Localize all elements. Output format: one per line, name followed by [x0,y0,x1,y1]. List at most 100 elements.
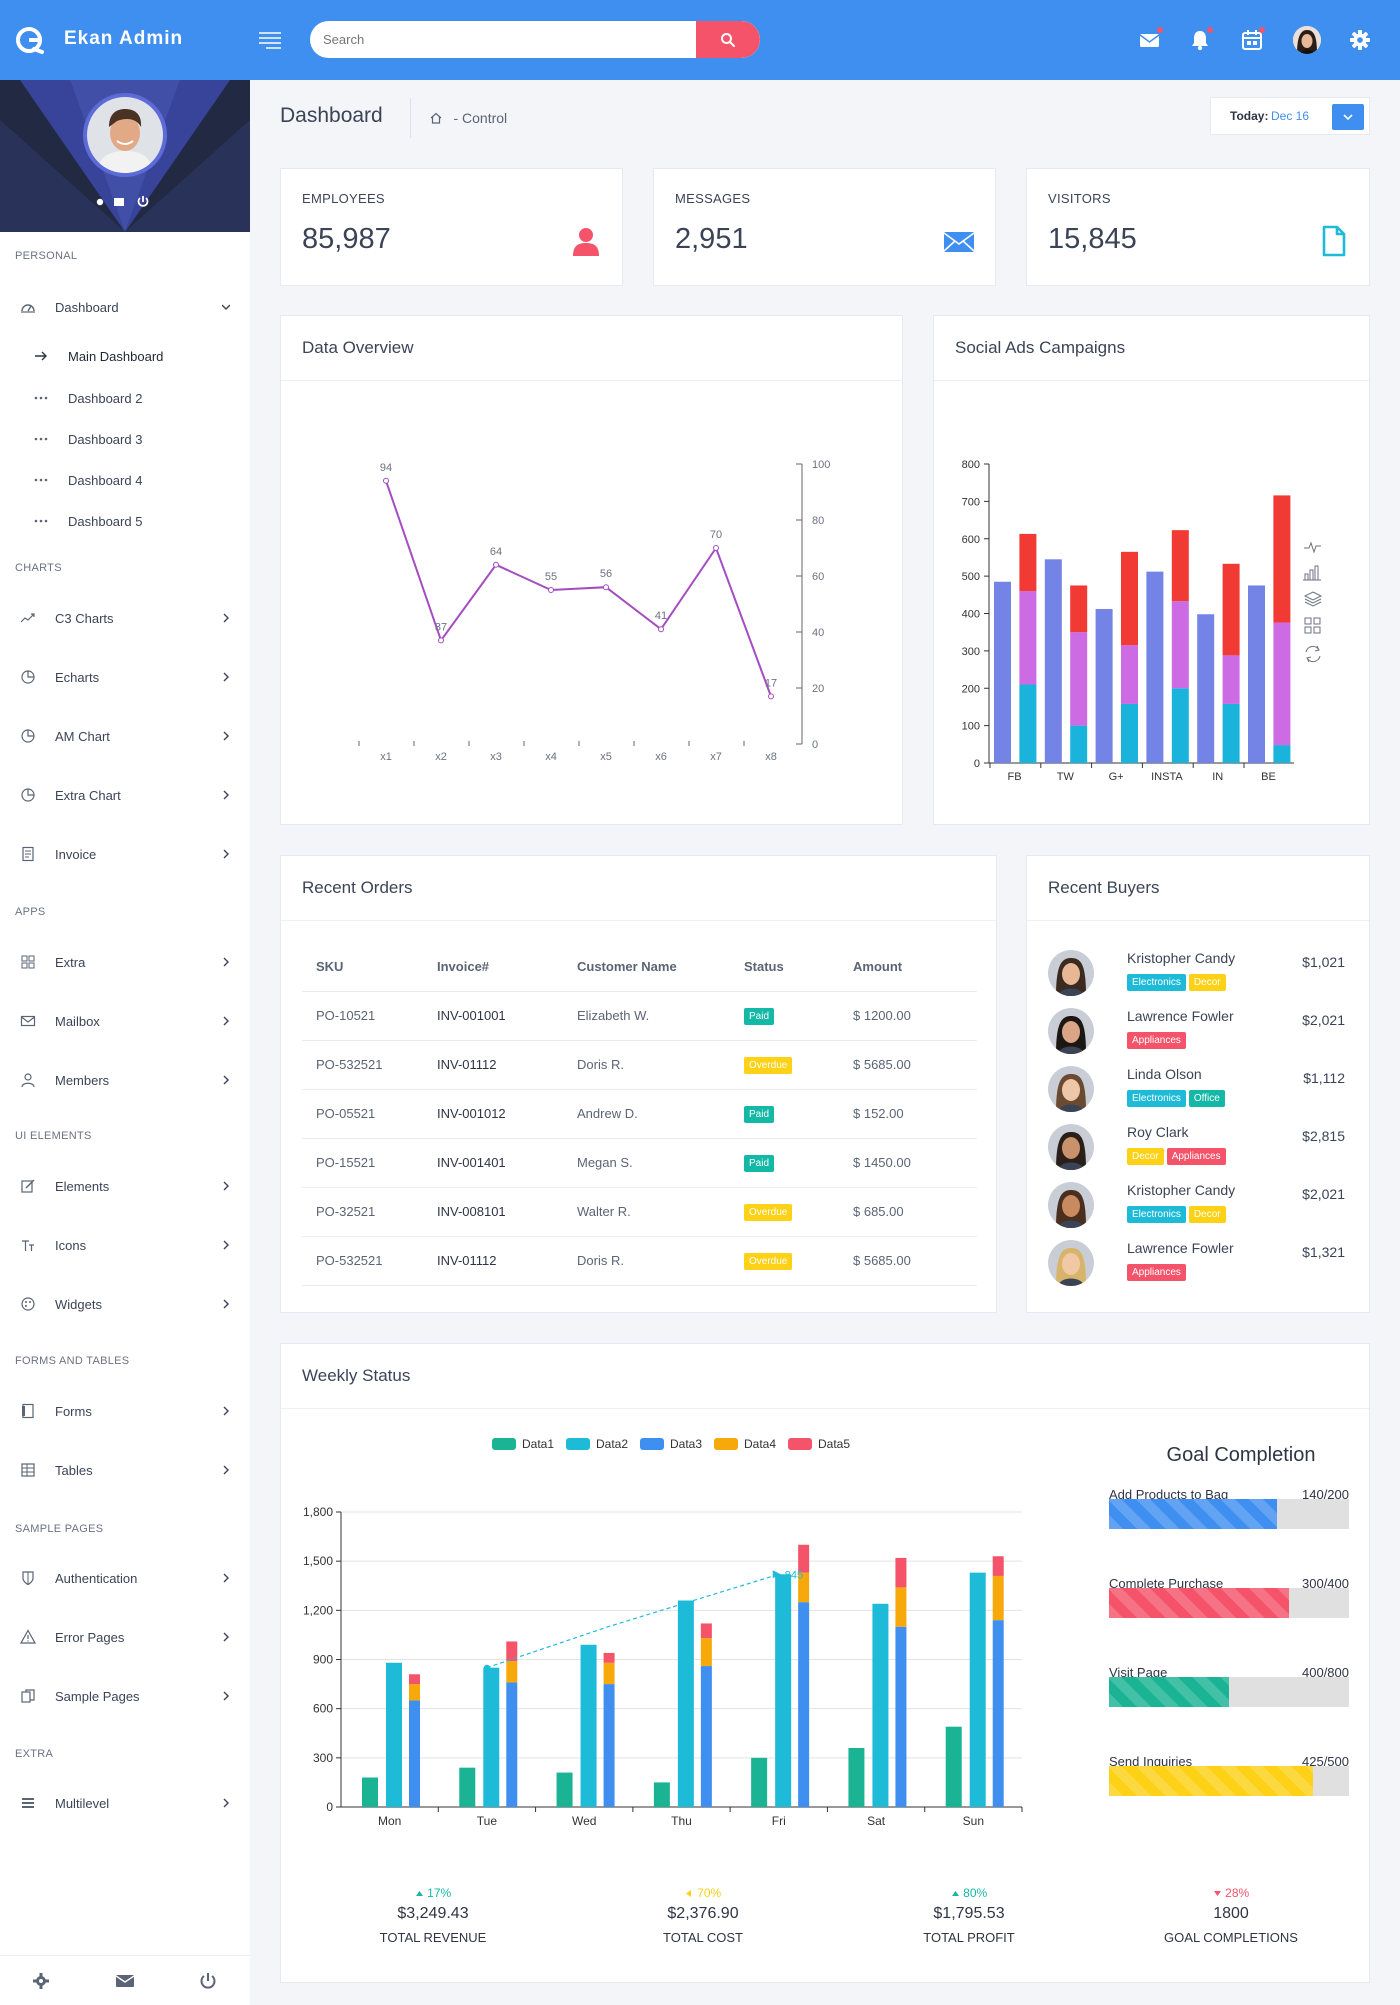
sidebar-item-invoice[interactable]: Invoice [0,839,250,869]
brand-name[interactable]: Ekan Admin [64,28,184,49]
column-header[interactable]: Customer Name [577,942,744,992]
bar-segment[interactable] [1070,725,1088,763]
bar-data3[interactable] [798,1602,810,1807]
bar-data2[interactable] [872,1603,889,1807]
bar-data5[interactable] [895,1557,907,1588]
user-avatar[interactable] [1293,26,1321,54]
bar-segment[interactable] [1222,655,1240,704]
sidebar-subitem-main-dashboard[interactable]: Main Dashboard [0,344,250,368]
bar-segment[interactable] [1273,495,1291,623]
bar-data2[interactable] [386,1662,402,1807]
table-row[interactable]: PO-10521 INV-001001 Elizabeth W. Paid $ 1200… [302,991,977,1041]
bar-segment[interactable] [1171,601,1189,689]
bar-segment[interactable] [1222,703,1240,763]
chart-toolbox[interactable] [1301,538,1325,668]
notifications-button[interactable] [1186,26,1214,54]
bar-segment[interactable] [1070,585,1088,633]
legend-swatch[interactable] [640,1438,664,1450]
legend-label[interactable]: Data1 [522,1437,554,1451]
legend-label[interactable]: Data5 [818,1437,850,1451]
bar-data1[interactable] [945,1726,962,1807]
legend-swatch[interactable] [492,1438,516,1450]
sidebar-item-icons[interactable]: Icons [0,1230,250,1260]
bar-data2[interactable] [775,1574,792,1807]
bar-segment[interactable] [1171,530,1189,602]
mail-button[interactable] [1136,26,1164,54]
date-dropdown-button[interactable] [1332,104,1364,130]
sidebar-item-authentication[interactable]: Authentication [0,1563,250,1593]
sidebar-item-dashboard[interactable]: Dashboard [0,292,250,322]
logo-icon[interactable] [14,24,46,56]
sidebar-item-sample-pages[interactable]: Sample Pages [0,1681,250,1711]
search-button[interactable] [696,21,760,58]
mail-icon[interactable] [115,1973,135,1989]
search-input[interactable] [310,21,696,58]
sidebar-subitem-dashboard-2[interactable]: Dashboard 2 [0,386,250,410]
bar-segment[interactable] [1070,632,1088,726]
bar-data2[interactable] [969,1572,986,1807]
trend-point[interactable] [483,1664,490,1671]
sidebar-item-elements[interactable]: Elements [0,1171,250,1201]
data-overview-line-chart[interactable]: 0 20 40 60 80 100 x1 x2 x3 x4 x5 x6 x7 x8 94 37 64 55 56 41… [281,381,904,826]
bar-data4[interactable] [409,1684,420,1701]
sidebar-item-multilevel[interactable]: Multilevel [0,1788,250,1818]
date-picker[interactable]: Today: Dec 16 [1210,97,1370,135]
bar-segment[interactable] [1019,591,1037,685]
bar-segment[interactable] [1095,609,1113,763]
legend-swatch[interactable] [566,1438,590,1450]
sidebar-subitem-dashboard-4[interactable]: Dashboard 4 [0,468,250,492]
bar-data4[interactable] [603,1662,615,1685]
column-header[interactable]: SKU [302,942,437,992]
bar-data1[interactable] [362,1777,378,1808]
bar-data4[interactable] [895,1587,907,1627]
bar-segment[interactable] [1222,563,1240,656]
sidebar-item-tables[interactable]: Tables [0,1455,250,1485]
bar-segment[interactable] [1171,688,1189,763]
bar-segment[interactable] [1121,551,1138,646]
bar-data4[interactable] [798,1572,810,1603]
bar-data5[interactable] [992,1556,1004,1576]
legend-swatch[interactable] [714,1438,738,1450]
legend-label[interactable]: Data4 [744,1437,776,1451]
data-point[interactable] [603,584,609,591]
table-row[interactable]: PO-32521 INV-008101 Walter R. Overdue $ 685.… [302,1187,977,1237]
buyer-item[interactable]: Linda Olson $1,112 Electronics Office [1027,1066,1367,1124]
bar-data4[interactable] [700,1638,712,1667]
bar-data2[interactable] [483,1667,500,1807]
buyer-item[interactable]: Lawrence Fowler $2,021 Appliances [1027,1008,1367,1066]
bar-data2[interactable] [677,1600,694,1808]
bar-segment[interactable] [1044,559,1062,763]
sidebar-item-forms[interactable]: Forms [0,1396,250,1426]
menu-toggle-icon[interactable] [258,30,282,50]
bar-segment[interactable] [1121,645,1138,704]
settings-icon[interactable] [32,1972,50,1990]
table-row[interactable]: PO-15521 INV-001401 Megan S. Paid $ 1450.00 [302,1138,977,1188]
sidebar-item-mailbox[interactable]: Mailbox [0,1006,250,1036]
bar-segment[interactable] [1197,614,1215,763]
bar-data2[interactable] [580,1644,597,1807]
calendar-button[interactable] [1238,26,1266,54]
sidebar-item-am-chart[interactable]: AM Chart [0,721,250,751]
bar-data1[interactable] [751,1757,768,1807]
bar-segment[interactable] [1019,684,1037,763]
social-ads-bar-chart[interactable]: 0 100 200 300 400 500 600 700 800 FB TW G+ INSTA IN BE [934,381,1371,826]
bar-data5[interactable] [603,1652,615,1663]
bar-data1[interactable] [848,1748,865,1807]
sidebar-item-extra[interactable]: Extra [0,947,250,977]
settings-button[interactable] [1346,26,1374,54]
legend-label[interactable]: Data2 [596,1437,628,1451]
bar-data1[interactable] [653,1782,670,1807]
bar-data4[interactable] [992,1575,1004,1621]
bar-data5[interactable] [506,1641,518,1662]
sidebar-item-error-pages[interactable]: Error Pages [0,1622,250,1652]
bar-data3[interactable] [895,1626,907,1807]
bar-segment[interactable] [1019,533,1037,592]
weekly-status-chart[interactable]: Data1 Data2 Data3 Data4 Data5 0 300 600 900 1,200… [281,1409,1041,1889]
bar-data3[interactable] [603,1684,615,1807]
data-point[interactable] [493,561,499,568]
sidebar-item-echarts[interactable]: Echarts [0,662,250,692]
bar-data1[interactable] [459,1767,476,1807]
bar-segment[interactable] [1248,585,1265,763]
sidebar-subitem-dashboard-3[interactable]: Dashboard 3 [0,427,250,451]
profile-avatar[interactable] [83,93,167,177]
